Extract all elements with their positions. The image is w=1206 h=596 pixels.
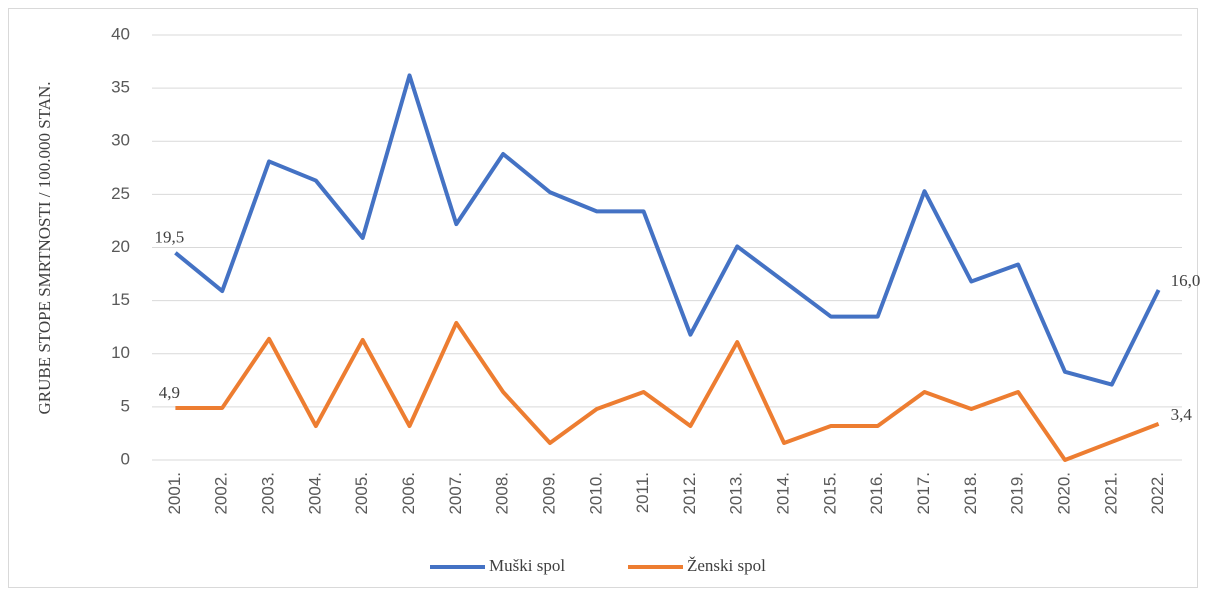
y-tick-label: 5 xyxy=(121,396,130,415)
x-tick-label: 2011. xyxy=(633,472,652,513)
x-tick-label: 2010. xyxy=(586,472,605,515)
series-line xyxy=(174,73,1161,387)
x-tick-label: 2005. xyxy=(352,472,371,515)
x-tick-label: 2014. xyxy=(774,472,793,515)
y-tick-label: 10 xyxy=(111,343,130,362)
x-tick-label: 2001. xyxy=(165,472,184,515)
x-tick-label: 2018. xyxy=(961,472,980,515)
legend-label: Muški spol xyxy=(489,556,565,575)
data-label: 3,4 xyxy=(1171,405,1193,424)
y-tick-label: 25 xyxy=(111,184,130,203)
y-tick-label: 30 xyxy=(111,131,130,150)
x-tick-label: 2004. xyxy=(305,472,324,515)
y-tick-label: 20 xyxy=(111,237,130,256)
y-tick-label: 0 xyxy=(121,449,130,468)
x-tick-label: 2015. xyxy=(820,472,839,515)
x-tick-label: 2002. xyxy=(212,472,231,515)
data-label: 19,5 xyxy=(155,228,185,247)
x-tick-label: 2022. xyxy=(1148,472,1167,515)
y-tick-label: 35 xyxy=(111,78,130,97)
y-axis-title: GRUBE STOPE SMRTNOSTI / 100.000 STAN. xyxy=(35,81,54,414)
y-tick-label: 40 xyxy=(111,24,130,43)
x-tick-label: 2019. xyxy=(1008,472,1027,515)
x-tick-label: 2009. xyxy=(539,472,558,515)
x-tick-label: 2012. xyxy=(680,472,699,515)
y-tick-label: 15 xyxy=(111,290,130,309)
x-tick-label: 2003. xyxy=(259,472,278,515)
data-label: 16,0 xyxy=(1171,271,1201,290)
x-tick-label: 2013. xyxy=(727,472,746,515)
x-tick-label: 2021. xyxy=(1101,472,1120,515)
x-tick-label: 2008. xyxy=(493,472,512,515)
x-tick-label: 2016. xyxy=(867,472,886,515)
x-tick-label: 2006. xyxy=(399,472,418,515)
chart-border xyxy=(8,8,1198,588)
x-tick-label: 2007. xyxy=(446,472,465,515)
x-tick-label: 2020. xyxy=(1054,472,1073,515)
legend-label: Ženski spol xyxy=(687,556,766,575)
series-line xyxy=(175,320,1160,462)
data-label: 4,9 xyxy=(159,383,180,402)
x-tick-label: 2017. xyxy=(914,472,933,515)
